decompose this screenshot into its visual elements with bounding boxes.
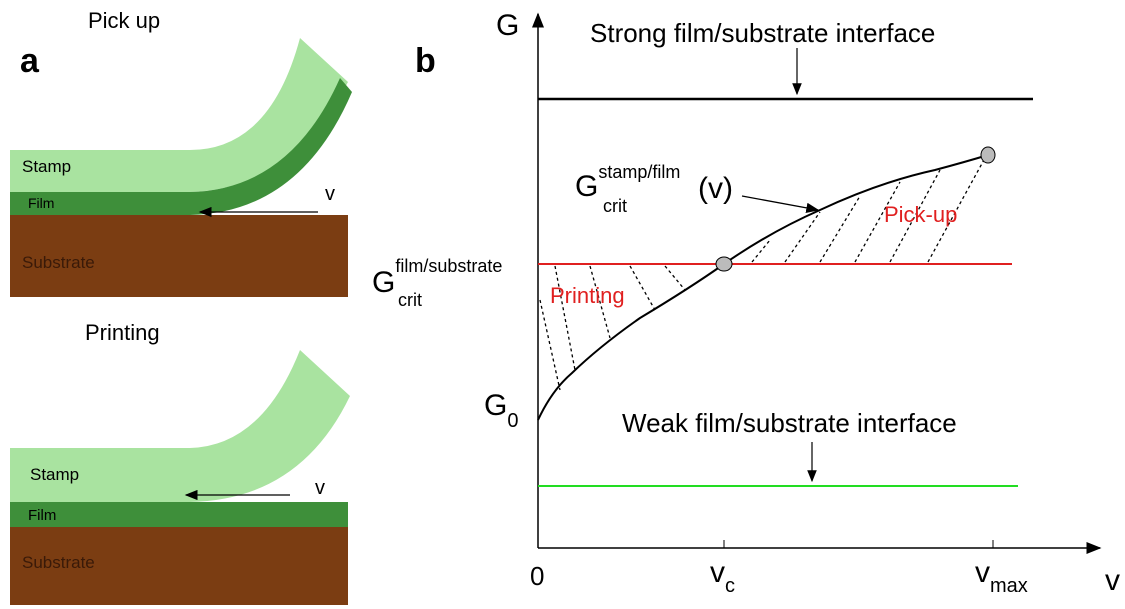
panel-label: a xyxy=(20,42,40,80)
arrow xyxy=(742,196,818,210)
y-axis-label: G xyxy=(496,9,519,42)
hatch xyxy=(665,266,685,290)
film-label: Film xyxy=(28,507,56,524)
text-part: crit xyxy=(398,290,422,310)
weak-label: Weak film/substrate interface xyxy=(622,408,957,438)
g0-label: G0 xyxy=(484,389,518,432)
text-part: film/substrate xyxy=(395,256,502,276)
vc-label: vc xyxy=(710,556,735,597)
vmax-label: vmax xyxy=(975,556,1028,597)
text-part: 0 xyxy=(507,410,518,432)
stamp-label: Stamp xyxy=(22,157,71,176)
text-part: c xyxy=(725,575,735,597)
hatch xyxy=(630,266,655,310)
velocity-label: v xyxy=(325,183,335,205)
substrate-label: Substrate xyxy=(22,553,95,572)
text-part: (v) xyxy=(698,172,733,205)
text-part: v xyxy=(975,556,990,589)
panel-a: a Pick up Stamp Film Substrate v Printin… xyxy=(10,8,352,605)
panel-b: b G v 0 vc vmax Strong film/substrate in… xyxy=(372,9,1120,597)
text-part: stamp/film xyxy=(598,162,680,182)
stamp-label: Stamp xyxy=(30,465,79,484)
text-part: G xyxy=(372,266,395,299)
hatch xyxy=(540,300,560,390)
film-label: Film xyxy=(28,195,54,211)
text-part: crit xyxy=(603,196,627,216)
crossing-point xyxy=(716,257,732,271)
text-part: max xyxy=(990,575,1028,597)
hatch xyxy=(820,196,860,262)
substrate-label: Substrate xyxy=(22,253,95,272)
origin-label: 0 xyxy=(530,561,544,591)
text-part: v xyxy=(710,556,725,589)
text-part: G xyxy=(575,170,598,203)
gcrit-substrate-label: Gfilm/substrate crit xyxy=(372,256,502,310)
panel-label: b xyxy=(415,42,436,80)
hatch xyxy=(785,212,820,262)
figure: a Pick up Stamp Film Substrate v Printin… xyxy=(0,0,1125,609)
text-part: G xyxy=(484,389,507,422)
section-title: Printing xyxy=(85,320,160,345)
hatch xyxy=(555,266,575,370)
gcrit-stamp-label: Gstamp/film crit (v) xyxy=(575,162,733,216)
film xyxy=(10,502,348,527)
pickup-region-label: Pick-up xyxy=(884,202,957,227)
velocity-label: v xyxy=(315,477,325,499)
printing-region-label: Printing xyxy=(550,283,625,308)
strong-label: Strong film/substrate interface xyxy=(590,18,935,48)
section-title: Pick up xyxy=(88,8,160,33)
x-axis-label: v xyxy=(1105,564,1120,597)
end-point xyxy=(981,147,995,163)
